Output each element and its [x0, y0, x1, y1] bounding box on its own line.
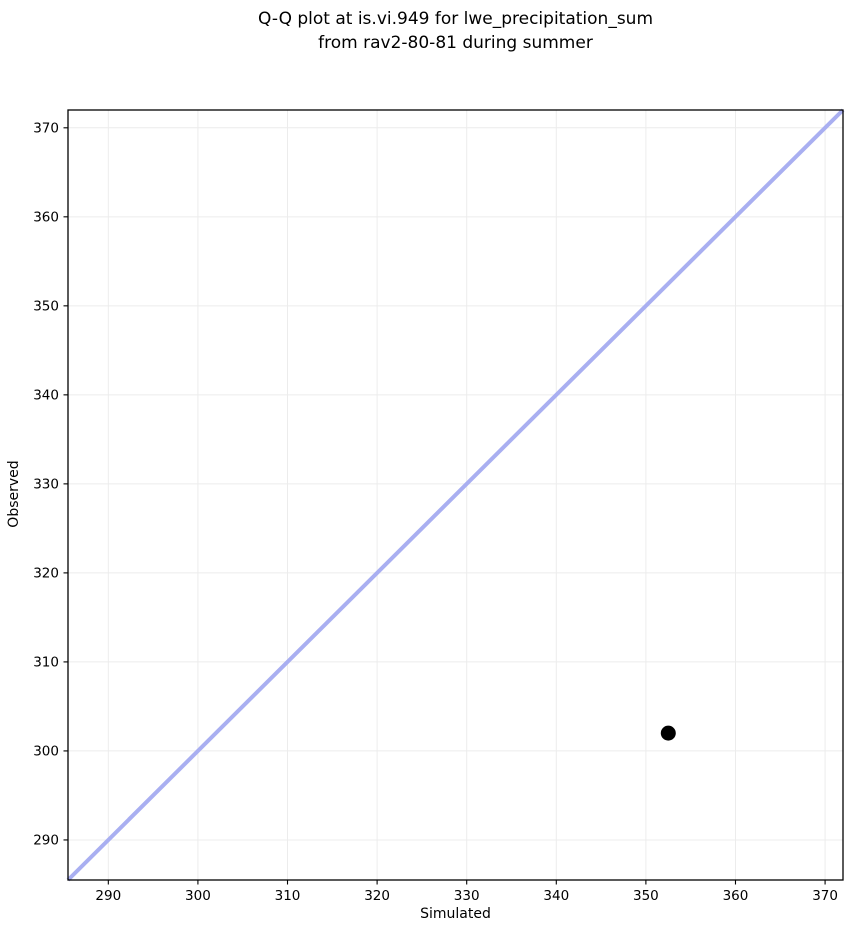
y-tick-label: 310: [33, 654, 59, 670]
y-tick-label: 340: [33, 387, 59, 403]
y-tick-label: 330: [33, 476, 59, 492]
y-tick-label: 300: [33, 743, 59, 759]
y-tick-label: 350: [33, 298, 59, 314]
x-tick-label: 340: [543, 888, 569, 904]
x-tick-label: 360: [723, 888, 749, 904]
data-point: [660, 725, 676, 741]
x-tick-label: 300: [185, 888, 211, 904]
identity-line: [66, 108, 845, 882]
x-tick-label: 370: [812, 888, 838, 904]
y-tick-label: 360: [33, 209, 59, 225]
y-tick-label: 290: [33, 832, 59, 848]
chart-title: Q-Q plot at is.vi.949 for lwe_precipitat…: [68, 7, 843, 55]
chart-title-line2: from rav2-80-81 during summer: [318, 33, 593, 53]
x-tick-label: 310: [275, 888, 301, 904]
chart-title-line1: Q-Q plot at is.vi.949 for lwe_precipitat…: [257, 9, 654, 29]
x-axis-label: Simulated: [420, 906, 491, 922]
x-tick-label: 320: [364, 888, 390, 904]
x-tick-label: 290: [95, 888, 121, 904]
y-tick-label: 370: [33, 120, 59, 136]
y-axis-label: Observed: [6, 460, 22, 528]
x-tick-label: 330: [454, 888, 480, 904]
y-tick-label: 320: [33, 565, 59, 581]
axes-border: [67, 109, 844, 881]
x-tick-label: 350: [633, 888, 659, 904]
